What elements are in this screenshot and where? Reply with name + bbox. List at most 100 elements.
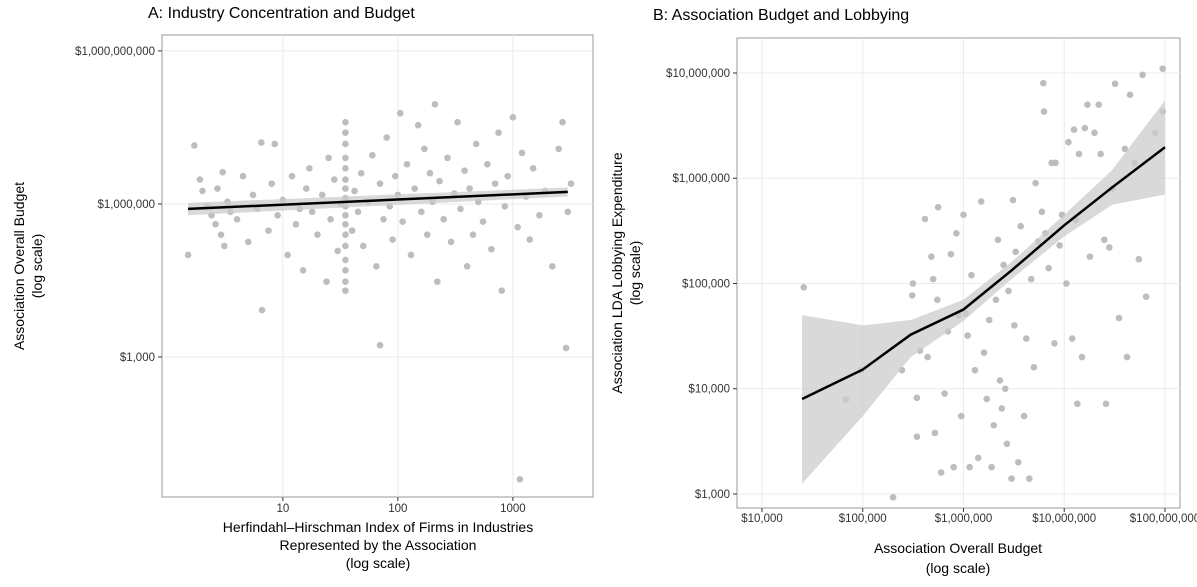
fit-line: [801, 146, 1166, 401]
x-tick-label: $10,000,000: [1032, 513, 1096, 525]
data-point: [447, 238, 455, 246]
data-point: [559, 118, 566, 126]
data-point: [548, 262, 556, 270]
data-point: [1078, 353, 1086, 361]
data-point: [1056, 242, 1063, 249]
data-point: [996, 377, 1004, 384]
data-point: [327, 215, 334, 223]
data-point: [518, 149, 526, 157]
data-point: [988, 463, 995, 471]
data-point: [376, 341, 384, 349]
data-point: [342, 242, 349, 250]
y-axis-label: Association Overall Budget: [11, 182, 27, 350]
y-axis-label: (log scale): [627, 241, 643, 306]
data-point: [342, 231, 349, 238]
data-point: [436, 177, 443, 185]
data-point: [1139, 71, 1146, 79]
data-point: [1121, 145, 1129, 153]
data-point: [491, 180, 499, 187]
data-point: [495, 129, 502, 136]
data-point: [1142, 293, 1150, 300]
data-point: [342, 164, 349, 172]
x-tick-label: $1,000,000: [935, 513, 993, 525]
data-point: [1063, 280, 1070, 287]
data-point: [403, 160, 411, 168]
data-point: [1070, 126, 1078, 133]
data-point: [342, 129, 349, 136]
data-point: [983, 395, 990, 403]
data-point: [567, 180, 575, 187]
data-point: [1095, 101, 1103, 108]
data-point: [504, 172, 511, 180]
data-point: [359, 242, 367, 250]
data-point: [233, 215, 241, 223]
data-point: [357, 169, 365, 177]
data-point: [1115, 314, 1123, 322]
data-point: [342, 256, 349, 264]
data-point: [964, 332, 971, 339]
x-axis-label: Association Overall Budget: [874, 540, 1042, 556]
data-point: [214, 185, 221, 192]
y-tick-label: $1,000: [695, 489, 730, 501]
data-point: [292, 220, 300, 228]
data-point: [342, 176, 349, 183]
data-point: [376, 180, 384, 187]
data-point: [461, 167, 468, 174]
data-point: [271, 140, 279, 148]
data-point: [423, 231, 431, 238]
data-point: [265, 227, 272, 234]
data-point: [889, 494, 897, 501]
data-point: [484, 160, 491, 168]
data-point: [960, 211, 967, 219]
y-tick-label: $1,000,000,000: [75, 46, 155, 58]
data-point: [466, 185, 473, 192]
data-point: [342, 220, 349, 228]
data-point: [399, 218, 406, 225]
data-point: [268, 180, 276, 187]
fit-line: [188, 190, 568, 211]
data-point: [369, 151, 376, 159]
data-point: [929, 275, 937, 283]
data-point: [348, 227, 356, 234]
data-point: [488, 245, 495, 253]
data-point: [1126, 91, 1134, 99]
data-point: [444, 154, 451, 162]
chart-title: A: Industry Concentration and Budget: [148, 5, 415, 22]
data-point: [1022, 335, 1030, 342]
data-point: [934, 203, 942, 211]
data-point: [498, 287, 506, 294]
y-axis-label: Association LDA Lobbying Expenditure: [609, 152, 625, 393]
data-point: [342, 154, 349, 162]
data-point: [426, 169, 434, 177]
data-point: [1005, 287, 1012, 295]
data-point: [562, 344, 570, 352]
data-point: [1123, 353, 1131, 361]
data-point: [342, 140, 349, 148]
data-point: [1101, 236, 1108, 244]
data-point: [392, 172, 399, 180]
data-point: [921, 215, 929, 223]
x-tick-label: $100,000: [839, 513, 887, 525]
data-point: [407, 251, 415, 259]
data-point: [1012, 248, 1020, 256]
data-point: [514, 223, 521, 231]
data-point: [334, 247, 342, 255]
data-point: [1027, 275, 1035, 283]
data-point: [957, 412, 965, 420]
data-point: [351, 187, 358, 195]
data-point: [454, 118, 461, 126]
data-point: [1159, 65, 1167, 72]
data-point: [1017, 222, 1025, 230]
data-point: [985, 316, 993, 324]
x-tick-label: 10: [276, 503, 289, 515]
data-point: [953, 229, 960, 237]
x-axis-label: Represented by the Association: [280, 537, 477, 553]
data-point: [1001, 385, 1009, 393]
y-tick-label: $100,000: [682, 278, 730, 290]
data-point: [1052, 159, 1059, 167]
data-point: [397, 109, 404, 117]
data-point: [501, 202, 509, 210]
y-tick-label: $1,000: [120, 352, 155, 364]
data-point: [274, 211, 281, 219]
x-axis-label: (log scale): [926, 560, 991, 576]
